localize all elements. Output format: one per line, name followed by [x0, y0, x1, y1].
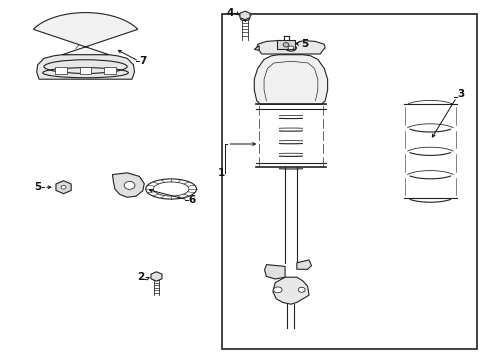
Text: 1: 1 — [217, 168, 224, 178]
Text: 4: 4 — [226, 8, 233, 18]
Text: 7: 7 — [139, 56, 146, 66]
Polygon shape — [264, 265, 285, 279]
Ellipse shape — [152, 278, 160, 280]
Text: 3: 3 — [456, 89, 464, 99]
Polygon shape — [254, 55, 327, 104]
Polygon shape — [56, 181, 71, 194]
FancyBboxPatch shape — [80, 67, 91, 74]
Polygon shape — [254, 46, 259, 50]
Ellipse shape — [301, 264, 306, 267]
Ellipse shape — [124, 181, 135, 189]
Text: 5: 5 — [34, 182, 41, 192]
Polygon shape — [37, 54, 134, 79]
Ellipse shape — [283, 43, 288, 47]
FancyBboxPatch shape — [55, 67, 67, 74]
Text: 6: 6 — [188, 195, 195, 205]
Ellipse shape — [240, 18, 249, 21]
Ellipse shape — [61, 185, 66, 189]
Polygon shape — [296, 260, 311, 269]
Bar — [222, 14, 476, 349]
Polygon shape — [240, 11, 249, 20]
FancyBboxPatch shape — [277, 40, 294, 49]
Ellipse shape — [285, 45, 296, 51]
Polygon shape — [33, 13, 138, 55]
Polygon shape — [272, 277, 308, 304]
Ellipse shape — [273, 287, 282, 293]
Text: 2: 2 — [137, 272, 144, 282]
Polygon shape — [151, 272, 162, 281]
Polygon shape — [256, 41, 325, 54]
Polygon shape — [112, 173, 144, 197]
Text: 5: 5 — [300, 39, 307, 49]
Ellipse shape — [287, 46, 293, 50]
Ellipse shape — [298, 287, 305, 292]
FancyBboxPatch shape — [104, 67, 116, 74]
